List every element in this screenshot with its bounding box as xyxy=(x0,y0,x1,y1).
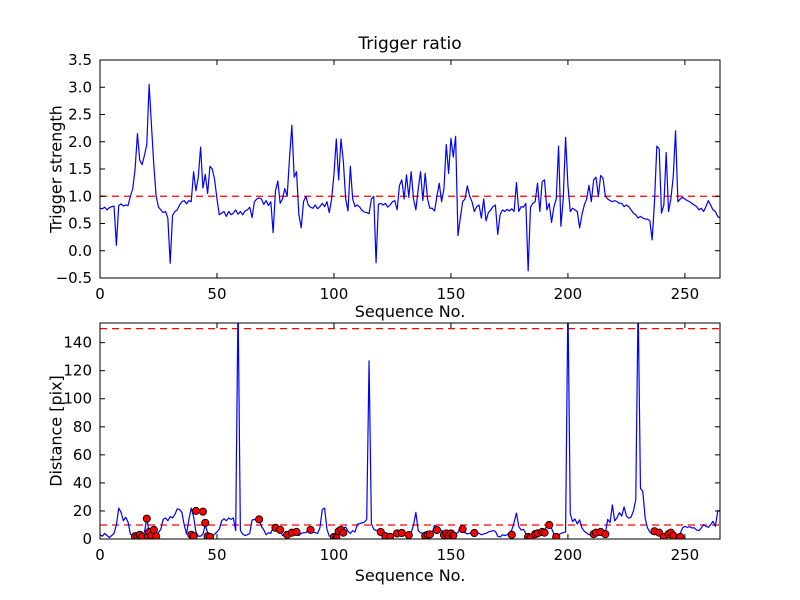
svg-text:140: 140 xyxy=(63,334,92,352)
svg-text:80: 80 xyxy=(73,418,92,436)
svg-text:0: 0 xyxy=(95,285,105,303)
svg-text:100: 100 xyxy=(63,390,92,408)
svg-text:1.5: 1.5 xyxy=(68,160,92,178)
svg-text:2.5: 2.5 xyxy=(68,106,92,124)
svg-text:100: 100 xyxy=(320,285,349,303)
svg-text:150: 150 xyxy=(437,285,466,303)
top-xaxis-label: Sequence No. xyxy=(354,302,466,321)
bottom-yaxis-label: Distance [pix] xyxy=(46,375,66,487)
svg-text:3.5: 3.5 xyxy=(68,51,92,69)
bottom-xaxis-label: Sequence No. xyxy=(354,566,466,585)
svg-text:60: 60 xyxy=(73,446,92,464)
svg-text:0: 0 xyxy=(82,530,92,548)
svg-text:120: 120 xyxy=(63,362,92,380)
svg-text:20: 20 xyxy=(73,502,92,520)
plot-title: Trigger ratio xyxy=(358,34,462,54)
svg-text:50: 50 xyxy=(207,285,226,303)
svg-text:200: 200 xyxy=(554,546,583,564)
svg-text:250: 250 xyxy=(671,285,700,303)
svg-text:2.0: 2.0 xyxy=(68,133,92,151)
svg-text:0: 0 xyxy=(95,546,105,564)
svg-text:0.5: 0.5 xyxy=(68,215,92,233)
svg-text:40: 40 xyxy=(73,474,92,492)
svg-text:250: 250 xyxy=(671,546,700,564)
svg-text:1.0: 1.0 xyxy=(68,187,92,205)
svg-text:200: 200 xyxy=(554,285,583,303)
svg-text:0.0: 0.0 xyxy=(68,242,92,260)
svg-text:50: 50 xyxy=(207,546,226,564)
top-yaxis-label: Trigger strength xyxy=(46,105,66,233)
svg-text:−0.5: −0.5 xyxy=(56,269,92,287)
svg-text:150: 150 xyxy=(437,546,466,564)
svg-text:3.0: 3.0 xyxy=(68,78,92,96)
svg-text:100: 100 xyxy=(320,546,349,564)
